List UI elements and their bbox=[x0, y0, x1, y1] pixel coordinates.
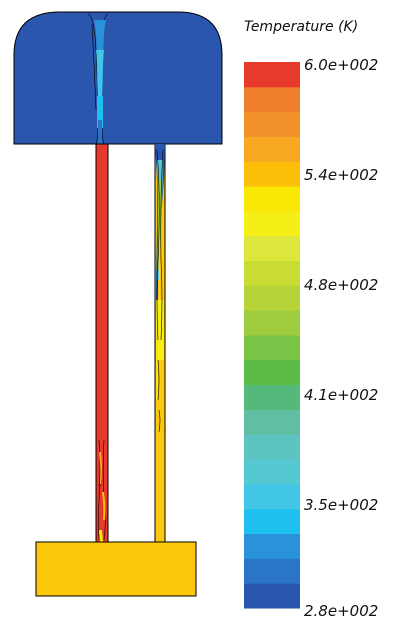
legend-swatch bbox=[244, 310, 300, 336]
legend-swatch bbox=[244, 359, 300, 386]
hot-leg-pipe bbox=[95, 143, 109, 543]
cold-leg-contour-lines bbox=[156, 149, 164, 433]
legend-tick-label: 6.0e+002 bbox=[304, 56, 378, 74]
legend-swatch bbox=[244, 235, 300, 262]
legend-tick-label: 3.5e+002 bbox=[304, 496, 378, 514]
legend-swatch bbox=[244, 260, 300, 286]
legend-swatch bbox=[244, 210, 300, 237]
legend-swatch bbox=[244, 483, 300, 510]
legend-swatch bbox=[244, 508, 300, 535]
legend-tick-label: 4.1e+002 bbox=[304, 386, 378, 404]
legend-swatch bbox=[244, 533, 300, 559]
legend-title: Temperature (K) bbox=[244, 19, 358, 35]
legend-swatch bbox=[244, 62, 300, 88]
legend-swatch bbox=[244, 384, 300, 410]
legend-ticks: 6.0e+002 5.4e+002 4.8e+002 4.1e+002 3.5e+002… bbox=[304, 56, 378, 620]
legend-swatch bbox=[244, 186, 300, 212]
legend-swatch bbox=[244, 459, 300, 485]
legend-swatch bbox=[244, 558, 300, 584]
legend-swatch bbox=[244, 86, 300, 113]
legend-tick-label: 2.8e+002 bbox=[304, 602, 378, 620]
upper-plenum bbox=[13, 11, 223, 145]
legend-swatch bbox=[244, 434, 300, 460]
legend-swatch bbox=[244, 285, 300, 311]
lower-plenum bbox=[35, 541, 197, 597]
hot-leg-warm-streak bbox=[99, 452, 106, 542]
legend-swatch bbox=[244, 409, 300, 435]
legend-swatch bbox=[244, 136, 300, 162]
legend-color-scale bbox=[244, 62, 300, 609]
legend-swatch bbox=[244, 161, 300, 187]
upper-plenum-plume-fill bbox=[94, 20, 106, 144]
legend-swatch bbox=[244, 335, 300, 361]
legend: Temperature (K) 6.0e+002 5.4e+002 4.8e+002… bbox=[244, 19, 378, 620]
legend-swatch bbox=[244, 111, 300, 137]
legend-swatch bbox=[244, 583, 300, 609]
legend-tick-label: 5.4e+002 bbox=[304, 166, 378, 184]
legend-tick-label: 4.8e+002 bbox=[304, 276, 378, 294]
